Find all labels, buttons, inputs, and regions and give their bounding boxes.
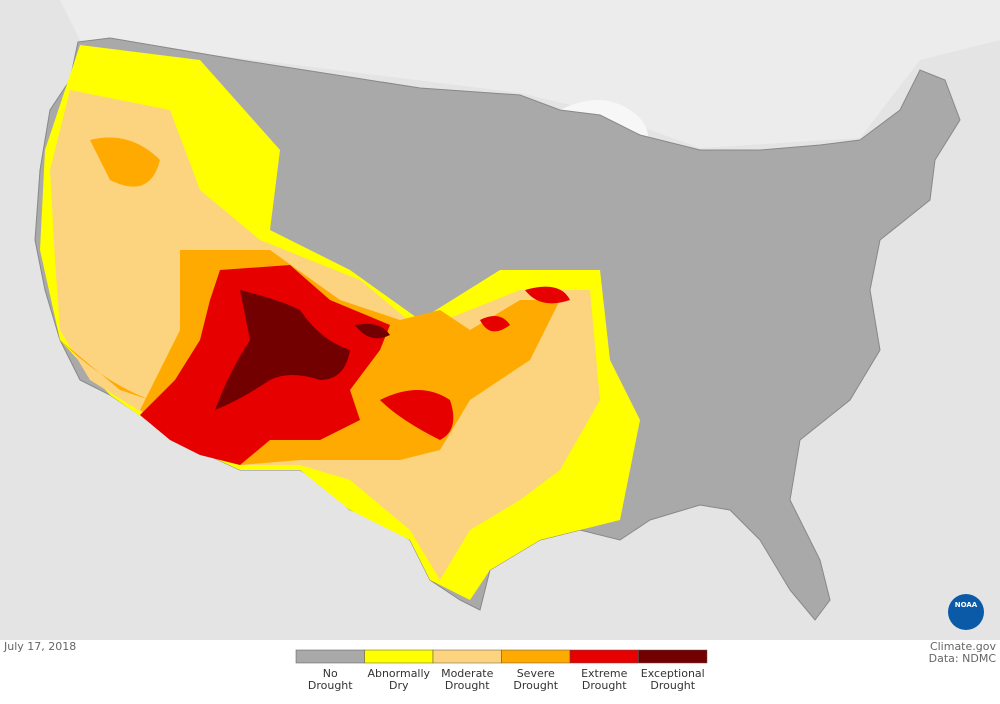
legend-label: Drought: [650, 679, 695, 692]
legend-label: Drought: [308, 679, 353, 692]
legend-label: No: [323, 667, 338, 680]
legend-swatch: [432, 649, 502, 664]
legend-swatch: [364, 649, 434, 664]
legend-label: Extreme: [581, 667, 628, 680]
legend-swatch: [295, 649, 365, 664]
legend-swatch: [569, 649, 639, 664]
noaa-logo: [948, 594, 984, 630]
date: July 17, 2018: [3, 640, 76, 653]
legend-label: Severe: [517, 667, 555, 680]
legend-label: Moderate: [441, 667, 494, 680]
legend-label: Exceptional: [641, 667, 705, 680]
legend-swatch: [638, 649, 708, 664]
exceptional-drought: [215, 290, 390, 410]
legend-label: Drought: [445, 679, 490, 692]
logo-text: NOAA: [955, 601, 978, 609]
legend: NoDroughtAbnormallyDryModerateDroughtSev…: [295, 649, 708, 692]
source: Data: NDMC: [929, 652, 997, 665]
legend-label: Drought: [513, 679, 558, 692]
legend-swatch: [501, 649, 571, 664]
legend-label: Drought: [582, 679, 627, 692]
legend-label: Abnormally: [367, 667, 430, 680]
legend-label: Dry: [389, 679, 409, 692]
credit: Climate.gov: [930, 640, 997, 653]
